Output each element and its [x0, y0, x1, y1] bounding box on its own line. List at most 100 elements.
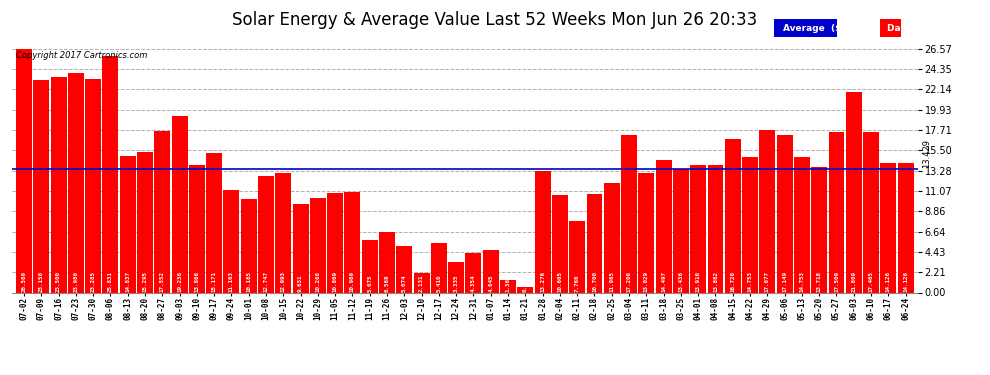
Bar	[171, 116, 187, 292]
Bar	[880, 163, 896, 292]
Text: 10.869: 10.869	[333, 271, 338, 292]
Text: 10.969: 10.969	[349, 271, 355, 292]
Text: 17.552: 17.552	[159, 271, 164, 292]
Bar	[16, 49, 32, 292]
Text: 13.866: 13.866	[194, 271, 199, 292]
Bar	[845, 92, 861, 292]
Bar	[759, 130, 775, 292]
Text: 2.131: 2.131	[419, 274, 424, 292]
Text: 23.150: 23.150	[39, 271, 44, 292]
Text: 16.720: 16.720	[731, 271, 736, 292]
Text: Average  ($): Average ($)	[782, 24, 845, 33]
Bar	[206, 153, 222, 292]
Bar	[154, 132, 170, 292]
Text: 14.497: 14.497	[661, 271, 666, 292]
Bar	[742, 157, 758, 292]
Bar	[448, 262, 464, 292]
Bar	[345, 192, 360, 292]
Bar	[535, 171, 550, 292]
Bar	[604, 183, 620, 292]
Bar	[708, 165, 724, 292]
Bar	[586, 194, 602, 292]
Text: 13.276: 13.276	[541, 271, 545, 292]
Text: 17.677: 17.677	[765, 271, 770, 292]
Text: 3.335: 3.335	[453, 274, 458, 292]
FancyBboxPatch shape	[880, 19, 901, 37]
Bar	[794, 157, 810, 292]
Text: 6.569: 6.569	[384, 274, 389, 292]
Text: 17.509: 17.509	[834, 271, 839, 292]
Text: 14.753: 14.753	[747, 271, 752, 292]
Text: 14.753: 14.753	[799, 271, 805, 292]
Text: 0.554: 0.554	[523, 274, 528, 292]
Bar	[137, 152, 152, 292]
Text: 13.882: 13.882	[713, 271, 718, 292]
Text: 23.285: 23.285	[91, 271, 96, 292]
Bar	[293, 204, 309, 292]
Text: 19.236: 19.236	[177, 271, 182, 292]
Text: 13.429: 13.429	[922, 139, 931, 168]
Bar	[811, 166, 828, 292]
Text: 13.916: 13.916	[696, 271, 701, 292]
Bar	[465, 252, 481, 292]
Bar	[396, 246, 412, 292]
Bar	[725, 139, 741, 292]
Bar	[34, 80, 50, 292]
Text: 4.354: 4.354	[471, 274, 476, 292]
Text: Copyright 2017 Cartronics.com: Copyright 2017 Cartronics.com	[17, 51, 148, 60]
Bar	[103, 56, 119, 292]
Bar	[621, 135, 637, 292]
Text: 15.171: 15.171	[212, 271, 217, 292]
Text: 10.700: 10.700	[592, 271, 597, 292]
Bar	[241, 199, 256, 292]
Bar	[224, 190, 240, 292]
Bar	[863, 132, 879, 292]
Text: 17.149: 17.149	[782, 271, 787, 292]
Bar	[120, 156, 136, 292]
Bar	[361, 240, 377, 292]
Text: 17.206: 17.206	[627, 271, 632, 292]
Bar	[518, 287, 534, 292]
Text: Daily  ($): Daily ($)	[887, 24, 933, 33]
Text: 11.163: 11.163	[229, 271, 234, 292]
Bar	[552, 195, 568, 292]
Bar	[829, 132, 844, 292]
Text: 23.980: 23.980	[73, 271, 78, 292]
Bar	[68, 72, 84, 292]
Text: 5.675: 5.675	[367, 274, 372, 292]
Bar	[328, 193, 344, 292]
Text: 7.760: 7.760	[574, 274, 580, 292]
Bar	[85, 79, 101, 292]
Text: 25.831: 25.831	[108, 271, 113, 292]
Text: 1.364: 1.364	[506, 274, 511, 292]
Bar	[431, 243, 446, 292]
Text: 5.074: 5.074	[402, 274, 407, 292]
Bar	[569, 221, 585, 292]
Bar	[414, 273, 430, 292]
Text: 10.185: 10.185	[247, 271, 251, 292]
Bar	[690, 165, 706, 292]
Bar	[258, 176, 274, 292]
Text: 12.993: 12.993	[281, 271, 286, 292]
Text: 12.747: 12.747	[263, 271, 268, 292]
Bar	[639, 173, 654, 292]
Text: 14.126: 14.126	[886, 271, 891, 292]
Bar	[379, 232, 395, 292]
Bar	[50, 77, 66, 292]
Text: 13.429: 13.429	[0, 139, 3, 168]
Bar	[483, 250, 499, 292]
Text: 5.410: 5.410	[437, 274, 442, 292]
Text: 11.965: 11.965	[609, 271, 614, 292]
Text: 4.645: 4.645	[488, 274, 493, 292]
FancyBboxPatch shape	[774, 19, 837, 37]
Bar	[777, 135, 793, 292]
Text: 15.295: 15.295	[143, 271, 148, 292]
Bar	[673, 169, 689, 292]
Text: 14.837: 14.837	[125, 271, 131, 292]
Bar	[898, 163, 914, 292]
Text: 17.465: 17.465	[868, 271, 873, 292]
Bar	[655, 159, 671, 292]
Text: 13.029: 13.029	[644, 271, 648, 292]
Text: Solar Energy & Average Value Last 52 Weeks Mon Jun 26 20:33: Solar Energy & Average Value Last 52 Wee…	[233, 11, 757, 29]
Text: 21.809: 21.809	[851, 271, 856, 292]
